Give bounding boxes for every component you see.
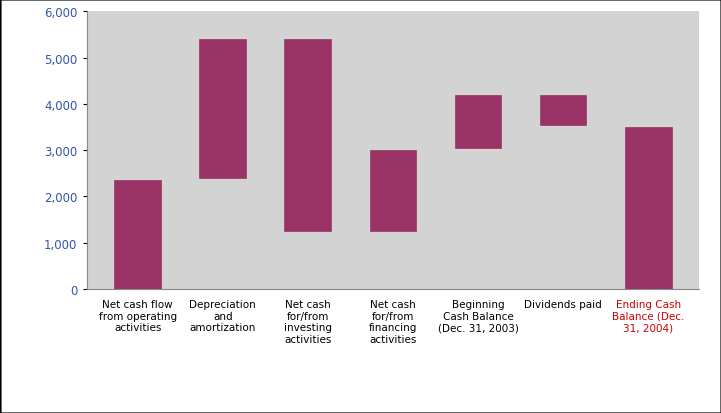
Bar	[115, 181, 162, 289]
Bar	[200, 40, 246, 178]
Bar	[370, 151, 416, 231]
Bar	[624, 128, 671, 289]
Bar	[455, 95, 501, 148]
Bar	[540, 95, 586, 126]
Bar	[285, 40, 331, 231]
